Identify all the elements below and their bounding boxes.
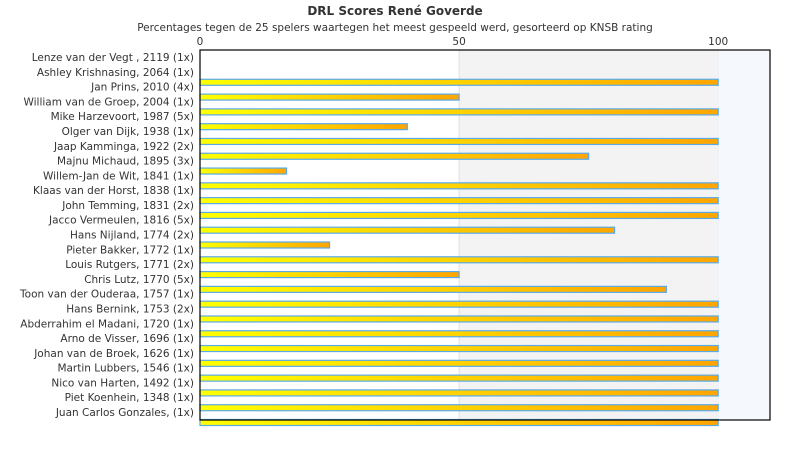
y-tick-label: Mike Harzevoort, 1987 (5x)	[51, 111, 194, 123]
y-tick-label: Hans Nijland, 1774 (2x)	[70, 230, 194, 242]
y-tick-label: Martin Lubbers, 1546 (1x)	[57, 363, 194, 375]
y-tick-label: Hans Bernink, 1753 (2x)	[66, 303, 194, 315]
bar	[199, 226, 616, 234]
bar	[199, 285, 667, 293]
bar	[199, 270, 460, 279]
y-tick-label: Ashley Krishnasing, 2064 (1x)	[37, 67, 194, 79]
y-tick-label: William van de Groep, 2004 (1x)	[23, 96, 194, 108]
bar	[199, 137, 719, 146]
bar	[199, 300, 719, 308]
plot-border	[199, 49, 771, 421]
y-tick-label: Juan Carlos Gonzales, (1x)	[55, 407, 194, 419]
bar	[199, 182, 719, 190]
bar	[199, 211, 719, 220]
y-tick-label: Toon van der Ouderaa, 1757 (1x)	[19, 289, 194, 301]
bar	[199, 315, 719, 323]
bar	[199, 256, 719, 264]
y-tick-label: Jaap Kamminga, 1922 (2x)	[53, 141, 194, 153]
x-tick-label: 100	[708, 36, 728, 48]
bar	[199, 78, 719, 86]
y-tick-label: John Temming, 1831 (2x)	[61, 200, 194, 212]
y-tick-label: Pieter Bakker, 1772 (1x)	[66, 244, 194, 256]
y-tick-label: Jan Prins, 2010 (4x)	[90, 82, 194, 94]
y-tick-label: Abderrahim el Madani, 1720 (1x)	[20, 318, 194, 330]
y-tick-label: Jacco Vermeulen, 1816 (5x)	[48, 215, 194, 227]
bar	[199, 359, 719, 367]
y-tick-label: Lenze van der Vegt , 2119 (1x)	[32, 52, 194, 64]
bar	[199, 167, 288, 175]
bar	[199, 241, 331, 249]
y-tick-label: Arno de Visser, 1696 (1x)	[60, 333, 194, 345]
y-tick-label: Chris Lutz, 1770 (5x)	[84, 274, 194, 286]
plot-band-100-110	[718, 50, 770, 420]
y-tick-label: Olger van Dijk, 1938 (1x)	[62, 126, 194, 138]
y-tick-label: Klaas van der Horst, 1838 (1x)	[33, 185, 194, 197]
bar	[199, 330, 719, 338]
chart-title: DRL Scores René Goverde	[307, 4, 483, 18]
bar	[199, 108, 719, 116]
bar	[199, 197, 719, 205]
x-tick-label: 50	[452, 36, 465, 48]
y-tick-label: Nico van Harten, 1492 (1x)	[51, 377, 194, 389]
y-tick-label: Piet Koenhein, 1348 (1x)	[65, 392, 194, 404]
x-tick-label: 0	[197, 36, 204, 48]
bar	[199, 404, 719, 412]
bar	[199, 152, 590, 160]
y-tick-label: Johan van de Broek, 1626 (1x)	[33, 348, 194, 360]
bar	[199, 344, 719, 353]
y-tick-label: Louis Rutgers, 1771 (2x)	[65, 259, 194, 271]
bar	[199, 389, 719, 397]
chart-subtitle: Percentages tegen de 25 spelers waartege…	[137, 22, 653, 34]
bar	[199, 123, 408, 131]
bar	[199, 374, 719, 382]
y-tick-label: Willem-Jan de Wit, 1841 (1x)	[43, 170, 194, 182]
y-tick-label: Majnu Michaud, 1895 (3x)	[57, 156, 194, 168]
bar	[199, 93, 460, 101]
